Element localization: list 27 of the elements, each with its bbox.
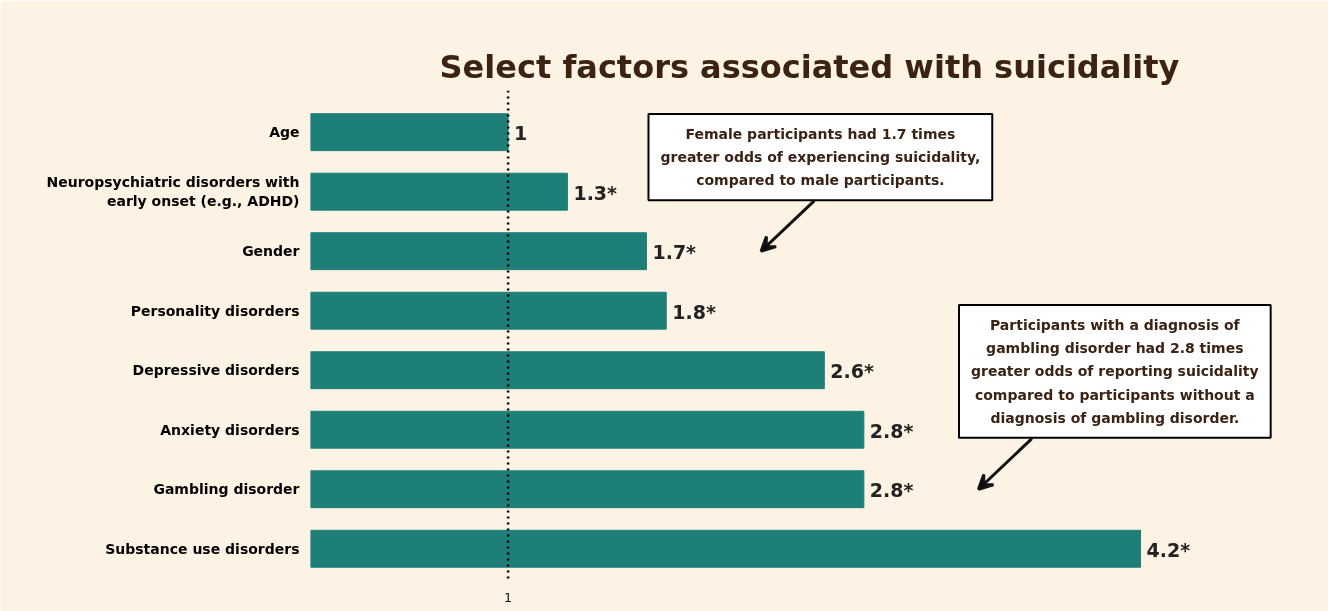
data-label: 1.7*: [652, 241, 697, 264]
y-tick-label: Personality disorders: [130, 302, 300, 319]
bar: [310, 470, 865, 509]
bar: [310, 291, 667, 330]
data-label: 1.8*: [672, 300, 716, 323]
data-label: 1: [514, 122, 528, 145]
annotation: Participants with a diagnosis of gambling disorder had 2.8 times greater odds of reporting suicidality compared to participants without a diagnosis of gambling disorder.: [971, 317, 1259, 426]
data-label: 1.3*: [573, 181, 618, 204]
data-label: 2.8*: [869, 479, 914, 502]
data-label: 4.2*: [1146, 538, 1191, 561]
bar: [310, 172, 568, 211]
bar: [310, 351, 825, 390]
y-tick-label: Gambling disorder: [153, 481, 300, 498]
bar: [310, 232, 647, 271]
bar: [310, 529, 1142, 568]
y-tick-label: Depressive disorders: [132, 362, 300, 379]
y-tick-label: Neuropsychiatric disorders with early onset (e.g., ADHD): [46, 174, 300, 210]
bar: [310, 113, 509, 152]
data-label: 2.6*: [830, 360, 874, 383]
bar: [310, 410, 865, 449]
y-tick-label: Substance use disorders: [105, 540, 300, 557]
chart-title: Select factors associated with suicidality: [439, 47, 1180, 86]
annotation: Female participants had 1.7 times greater odds of experiencing suicidality, compared to male participants.: [660, 125, 981, 189]
y-tick-label: Anxiety disorders: [160, 421, 300, 438]
data-label: 2.8*: [869, 419, 914, 442]
y-tick-label: Age: [269, 124, 300, 141]
y-tick-label: Gender: [242, 243, 300, 260]
